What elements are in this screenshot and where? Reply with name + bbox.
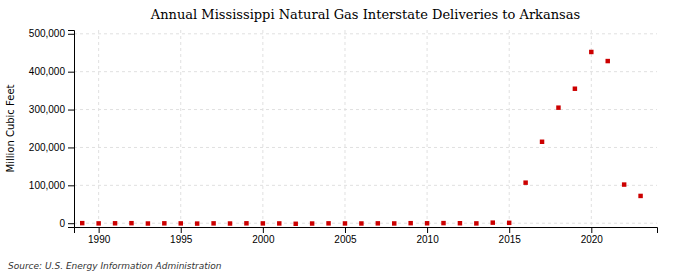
point	[523, 180, 527, 184]
x-tick-mark	[345, 227, 346, 233]
grid-line	[74, 33, 657, 34]
grid-line	[344, 30, 345, 227]
point	[474, 221, 478, 225]
point	[326, 221, 330, 225]
y-tick: 0	[59, 218, 74, 229]
point	[277, 221, 281, 225]
grid-line	[427, 30, 428, 227]
x-tick-mark	[181, 227, 182, 233]
point	[343, 221, 347, 225]
title: Annual Mississippi Natural Gas Interstat…	[150, 7, 580, 22]
source: Source: U.S. Energy Information Administ…	[8, 261, 222, 271]
x-tick-mark	[263, 227, 264, 233]
point	[622, 182, 626, 186]
grid-line	[98, 30, 99, 227]
x-tick: 2020	[581, 227, 604, 245]
point	[376, 221, 380, 225]
y-tick: 500,000	[29, 28, 74, 39]
x-tick: 2005	[334, 227, 357, 245]
point	[211, 221, 215, 225]
point	[228, 221, 232, 225]
point	[491, 220, 495, 224]
x-tick: 2010	[416, 227, 439, 245]
grid-line	[262, 30, 263, 227]
point	[261, 221, 265, 225]
y-axis: 0 100,000 200,000 300,000 400,000 500,000	[29, 28, 75, 228]
point	[113, 221, 117, 225]
grid	[74, 30, 657, 227]
point	[195, 221, 199, 225]
grid-line	[74, 185, 657, 186]
point	[162, 221, 166, 225]
point	[540, 140, 544, 144]
y-tick: 100,000	[29, 180, 74, 191]
point	[573, 86, 577, 90]
x-tick-label: 2015	[499, 234, 522, 245]
chart: 1990 1995 2000 2005 2010 2015 2020 0 100,000 200,…	[0, 0, 675, 275]
point	[80, 221, 84, 225]
y-axis-title: Million Cubic Feet	[5, 84, 16, 172]
grid-line	[591, 30, 592, 227]
point	[293, 222, 297, 226]
y-tick-mark	[68, 185, 74, 186]
point	[179, 221, 183, 225]
x-tick-mark	[509, 227, 510, 233]
point	[408, 221, 412, 225]
point	[129, 221, 133, 225]
x-tick-mark	[591, 227, 592, 233]
x-tick: 2000	[252, 227, 275, 245]
point	[441, 221, 445, 225]
point	[589, 50, 593, 54]
x-tick-label: 2000	[252, 234, 275, 245]
y-tick: 300,000	[29, 104, 74, 115]
x-tick-label: 2010	[416, 234, 439, 245]
x-tick: 2015	[499, 227, 522, 245]
point	[638, 194, 642, 198]
y-tick-mark	[68, 72, 74, 73]
point	[458, 221, 462, 225]
y-tick-label: 100,000	[29, 180, 66, 191]
point	[425, 221, 429, 225]
y-tick-label: 0	[59, 218, 65, 229]
grid-line	[74, 147, 657, 148]
point	[392, 221, 396, 225]
y-tick: 400,000	[29, 66, 74, 77]
points	[80, 50, 643, 226]
point	[310, 221, 314, 225]
grid-line	[180, 30, 181, 227]
x-tick-label: 2005	[334, 234, 357, 245]
x-tick-label: 1995	[170, 234, 193, 245]
y-tick-label: 300,000	[29, 104, 66, 115]
grid-line	[74, 223, 657, 224]
x-axis: 1990 1995 2000 2005 2010 2015 2020	[75, 227, 658, 245]
y-tick-mark	[68, 34, 74, 35]
plot: 1990 1995 2000 2005 2010 2015 2020 0 100,000 200,…	[29, 28, 658, 245]
x-tick-mark	[99, 227, 100, 233]
y-tick-mark	[68, 110, 74, 111]
point	[556, 105, 560, 109]
grid-line	[509, 30, 510, 227]
x-tick: 1995	[170, 227, 193, 245]
y-tick-label: 400,000	[29, 66, 66, 77]
point	[605, 59, 609, 63]
x-tick-label: 2020	[581, 234, 604, 245]
y-tick-mark	[68, 147, 74, 148]
x-tick-label: 1990	[88, 234, 111, 245]
x-tick-mark	[427, 227, 428, 233]
point	[146, 221, 150, 225]
y-axis-line	[68, 31, 75, 228]
grid-line	[74, 71, 657, 72]
y-tick-label: 500,000	[29, 28, 66, 39]
x-tick: 1990	[88, 227, 111, 245]
point	[359, 221, 363, 225]
point	[507, 221, 511, 225]
x-axis-line	[75, 228, 658, 234]
y-tick-mark	[68, 223, 74, 224]
grid-line	[74, 109, 657, 110]
point	[96, 221, 100, 225]
y-tick-label: 200,000	[29, 142, 66, 153]
point	[244, 221, 248, 225]
y-tick: 200,000	[29, 142, 74, 153]
